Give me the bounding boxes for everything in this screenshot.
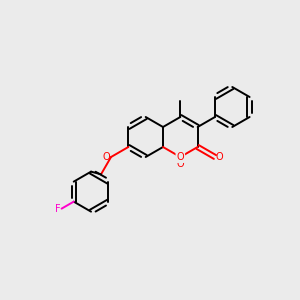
Text: O: O bbox=[216, 152, 224, 162]
Text: F: F bbox=[55, 204, 61, 214]
Text: O: O bbox=[176, 159, 184, 169]
Text: O: O bbox=[102, 152, 110, 162]
Text: O: O bbox=[176, 152, 184, 162]
